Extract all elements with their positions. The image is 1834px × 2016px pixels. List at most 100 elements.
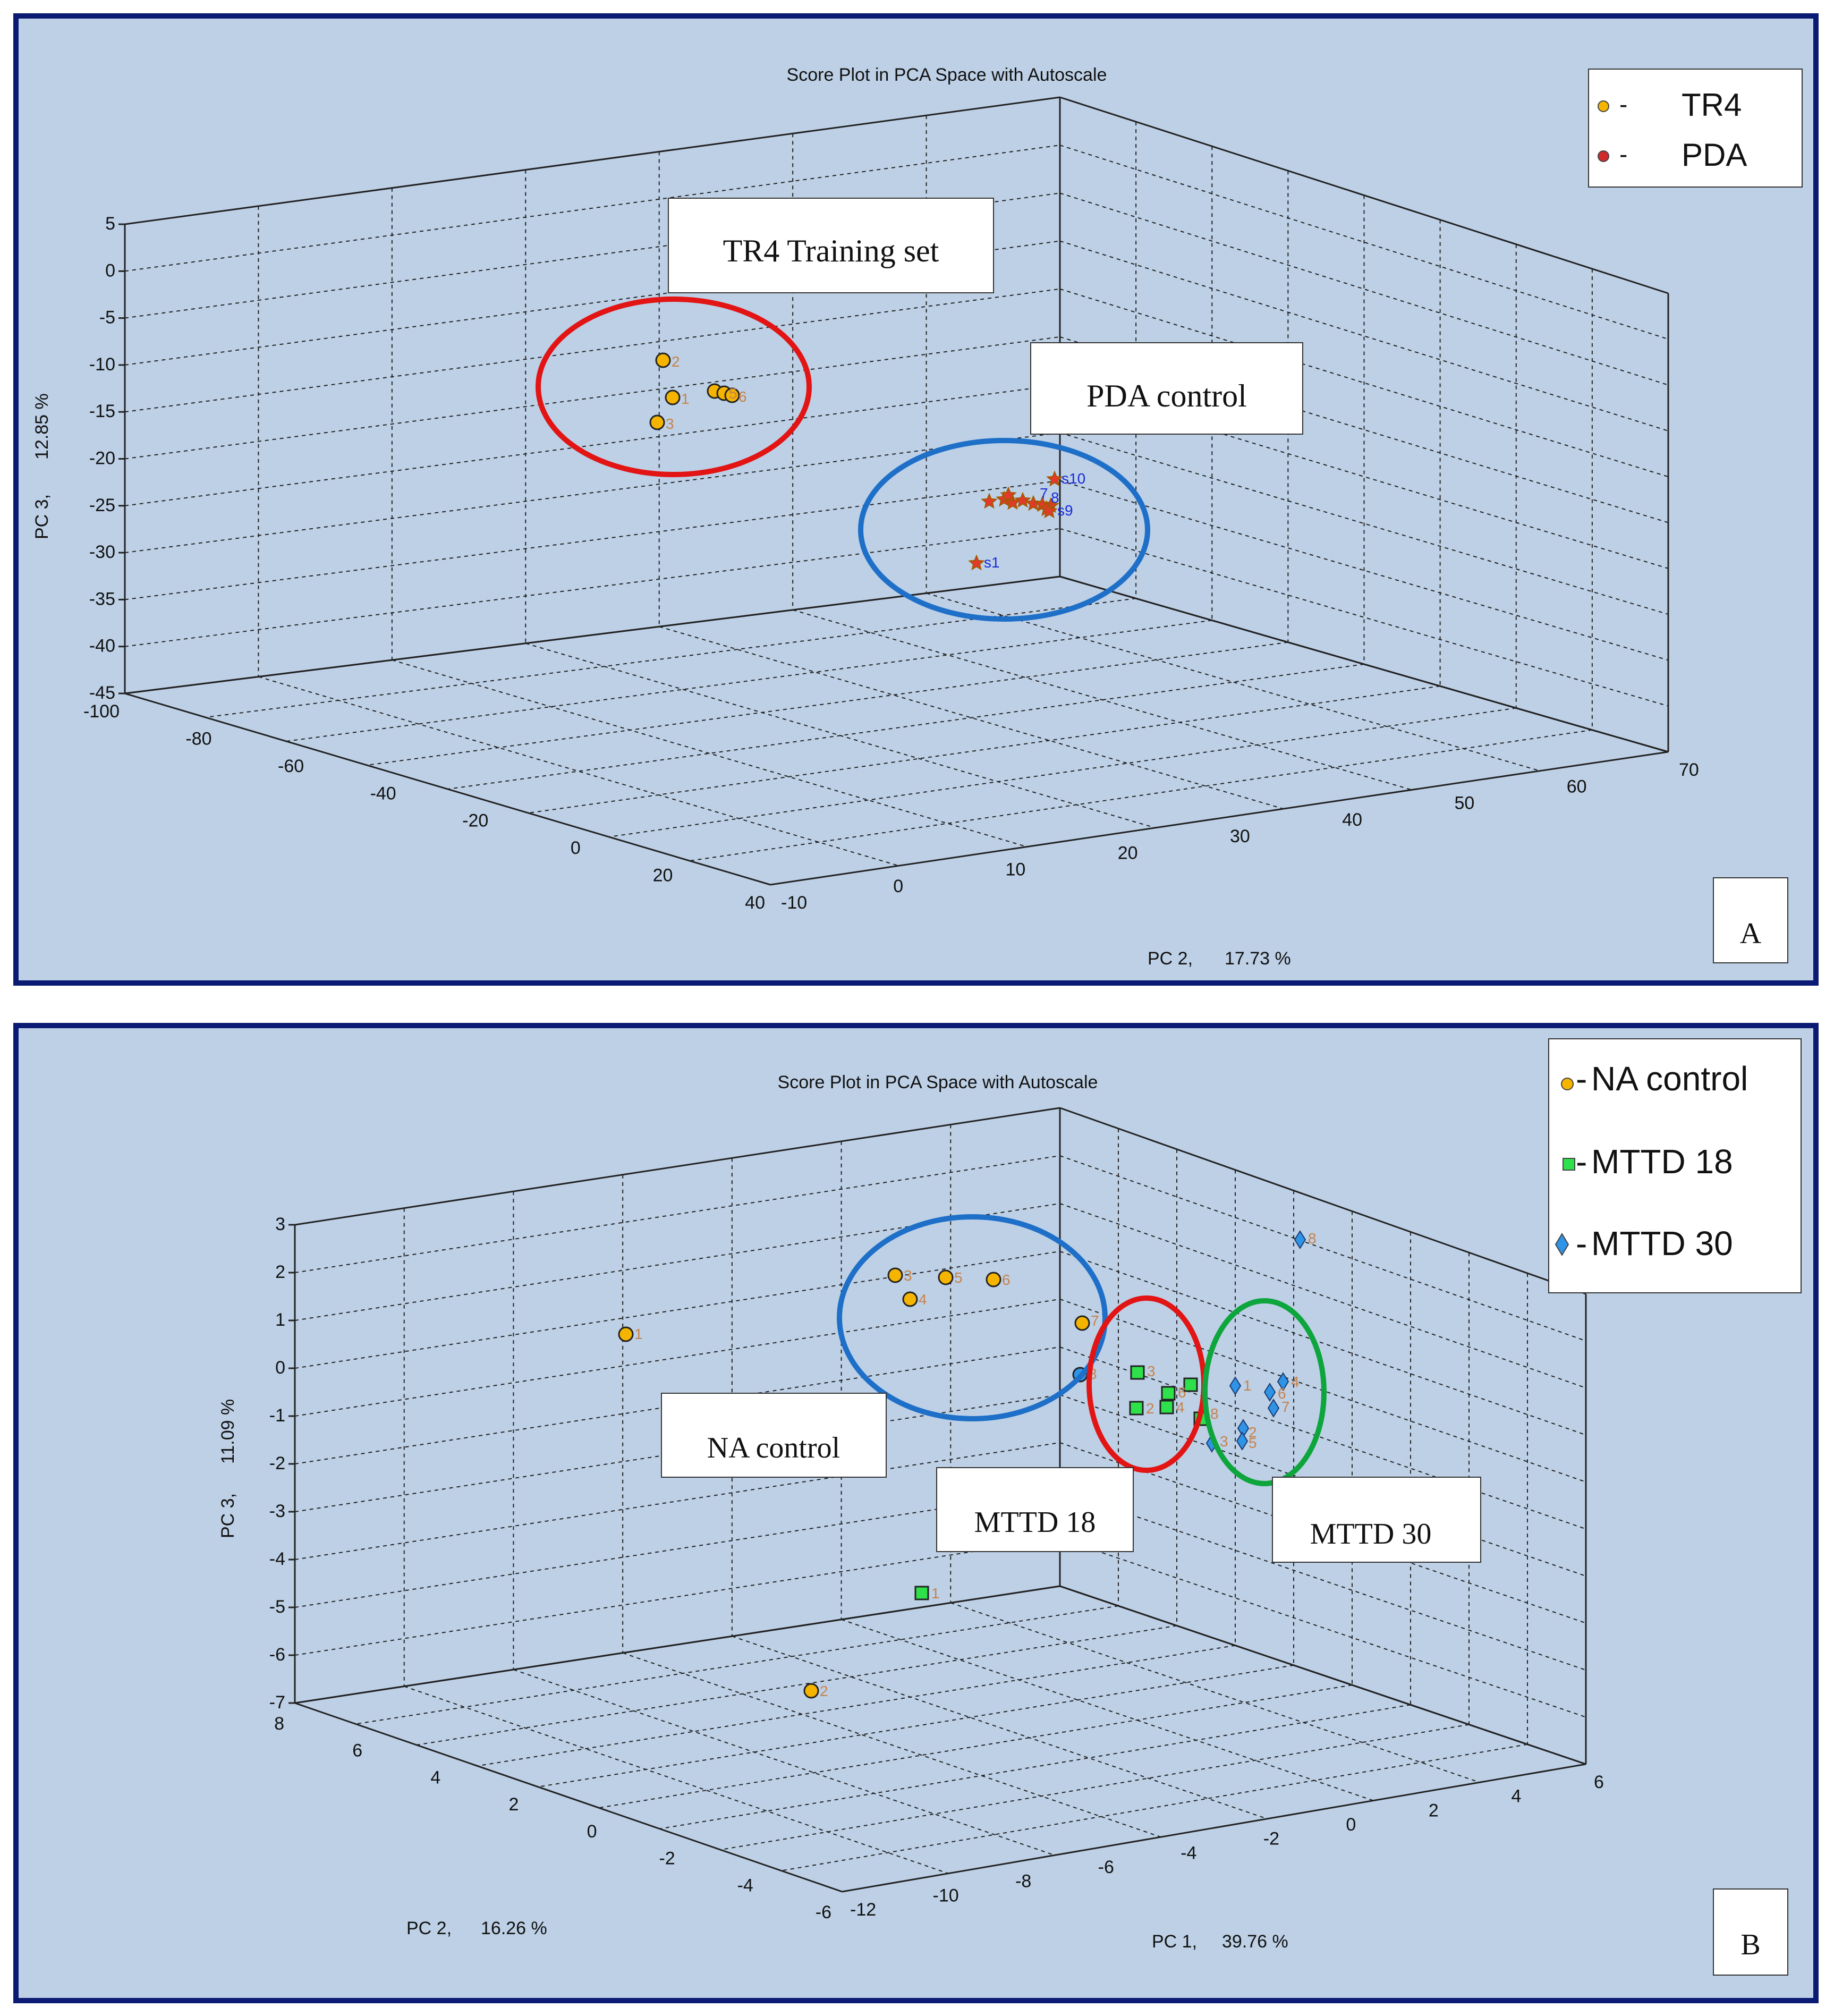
na-point-label: 1 [634, 1326, 643, 1342]
pda-series [968, 470, 1063, 571]
right-floor-tick-label: -10 [781, 893, 807, 913]
mttd30-series [1205, 1230, 1306, 1453]
grid-line [124, 288, 1060, 413]
grid-line [1059, 1107, 1586, 1295]
grid-line [124, 240, 1060, 366]
panel-a-zlabel-name: PC 3, [32, 494, 52, 539]
pda-point-label: s9 [1057, 502, 1073, 519]
tr4-series: 2 1 5 6 3 [649, 352, 747, 432]
panel-a-legend: - TR4 - PDA [1588, 69, 1803, 188]
mttd18-annotation: MTTD 18 [936, 1467, 1134, 1552]
floor-grid-line [622, 1652, 1161, 1838]
floor-grid-line [659, 1704, 1411, 1829]
grid-line [1059, 432, 1669, 615]
right-floor-tick-label: -8 [1015, 1871, 1031, 1892]
left-floor-tick-label: 0 [571, 838, 581, 858]
grid-line [124, 145, 1060, 272]
z-tick-label: -20 [89, 448, 115, 469]
z-tick-label: -3 [269, 1501, 285, 1521]
legend-mttd30-dash: - [1576, 1224, 1587, 1263]
right-floor-tick-label: 30 [1230, 826, 1250, 846]
left-floor-tick-label: -20 [462, 811, 488, 831]
na-point [1074, 1315, 1090, 1331]
left-floor-tick-label: 40 [745, 893, 765, 913]
panel-b-xlabel-pct: 39.76 % [1222, 1932, 1288, 1952]
pda-point [1014, 492, 1031, 508]
grid-line [294, 1203, 1060, 1321]
tr4-point-label: 6 [738, 388, 747, 405]
z-tick-label: -7 [269, 1692, 285, 1713]
z-tick-label: -5 [99, 308, 115, 328]
legend-pda-dash: - [1619, 140, 1627, 168]
grid-line [294, 1442, 1060, 1560]
grid-line [1059, 240, 1669, 431]
floor-grid-line [477, 1645, 1236, 1767]
grid-line [1059, 1203, 1586, 1388]
z-tick-label: 5 [105, 214, 115, 234]
right-floor-tick-label: 20 [1118, 843, 1138, 863]
mttd30-point [1277, 1372, 1289, 1391]
floor-grid-line [599, 1684, 1353, 1809]
panel-b-zlabel-name: PC 3, [218, 1493, 238, 1538]
na-point [986, 1272, 1001, 1287]
pda-point-label: 8 [1051, 489, 1059, 506]
right-floor-tick-label: 50 [1455, 793, 1475, 814]
grid-line [1059, 1346, 1586, 1530]
mttd30-annotation-text: MTTD 30 [1310, 1518, 1432, 1551]
panel-a-letter-box [1713, 877, 1788, 963]
pda-point [1046, 470, 1063, 487]
panel-b-grid [294, 1107, 1587, 1893]
mttd30-point-label: 2 [1249, 1424, 1257, 1441]
panel-a-tick-labels: 50-5-10-15-20-25-30-35-40-45-100-80-60-4… [83, 214, 1699, 913]
tr4-point [665, 389, 681, 405]
z-tick-label: -6 [269, 1645, 285, 1665]
panel-b-legend: - NA control - MTTD 18 - MTTD 30 [1548, 1038, 1802, 1293]
na-point-label: 2 [820, 1683, 828, 1699]
mttd18-point [1129, 1401, 1144, 1416]
tr4-annotation: TR4 Training set [668, 198, 994, 293]
mttd30-point [1229, 1376, 1242, 1395]
grid-line [124, 192, 1060, 319]
floor-grid-line [294, 1585, 1060, 1704]
grid-line [124, 384, 1060, 506]
floor-grid-line [732, 1636, 1268, 1819]
legend-mttd18-dash: - [1576, 1142, 1587, 1181]
grid-line [1059, 1251, 1586, 1436]
right-floor-tick-label: -12 [850, 1900, 876, 1920]
floor-grid-line [447, 664, 1364, 790]
z-tick-label: -30 [89, 542, 115, 562]
grid-line [294, 1299, 1060, 1417]
right-floor-tick-label: 2 [1429, 1800, 1439, 1820]
pda-point-label: s1 [984, 554, 1000, 571]
tr4-point [649, 414, 665, 430]
legend-na-marker [1561, 1078, 1574, 1090]
floor-grid-line [792, 609, 1412, 791]
left-floor-tick-label: -2 [659, 1849, 675, 1869]
legend-mttd30-marker [1555, 1233, 1569, 1256]
right-floor-tick-label: 0 [1346, 1815, 1356, 1835]
grid-line [1059, 480, 1669, 661]
mttd30-labels: 8 1 4 6 7 2 5 3 [1220, 1230, 1317, 1451]
mttd30-point-label: 5 [1249, 1435, 1257, 1451]
right-floor-tick-label: 10 [1006, 860, 1026, 880]
pda-point [981, 493, 998, 509]
mttd30-annotation: MTTD 30 [1272, 1477, 1481, 1563]
grid-line [124, 480, 1060, 600]
na-annotation: NA control [661, 1393, 887, 1478]
z-tick-label: -4 [269, 1549, 285, 1569]
mttd18-point-label: 1 [931, 1585, 940, 1602]
grid-line [294, 1107, 1060, 1226]
floor-grid-line [355, 1605, 1119, 1725]
left-floor-tick-label: 4 [430, 1767, 440, 1788]
na-cluster-ellipse [837, 1214, 1108, 1421]
mttd18-annotation-text: MTTD 18 [974, 1506, 1096, 1539]
panel-b-letter-box [1713, 1888, 1788, 1976]
panel-a-title: Score Plot in PCA Space with Autoscale [787, 65, 1107, 85]
floor-grid-line [528, 685, 1440, 814]
tr4-point-label: 1 [681, 391, 690, 407]
mttd30-point [1267, 1399, 1280, 1418]
pda-point [1041, 502, 1058, 519]
tr4-point [724, 387, 740, 403]
